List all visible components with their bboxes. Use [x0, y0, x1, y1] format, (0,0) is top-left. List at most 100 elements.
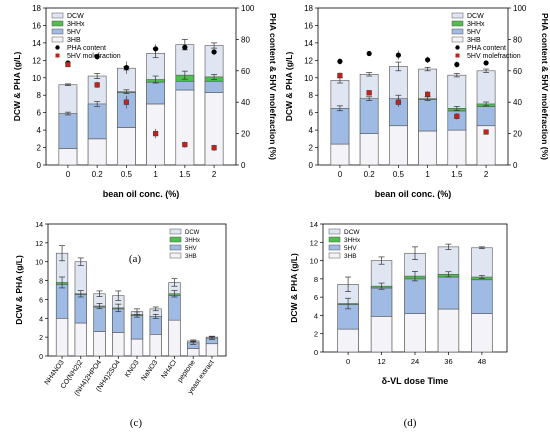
y-tick-label: 4	[39, 316, 43, 323]
legend-swatch	[169, 236, 182, 243]
y2-tick-label: 100	[241, 4, 255, 13]
y2-tick-label: 80	[241, 35, 250, 44]
y-tick-label: 8	[39, 279, 43, 286]
legend-item: 5HV	[169, 244, 197, 252]
legend-item: 3HB	[328, 252, 357, 260]
point-5hv-molefraction	[483, 129, 489, 135]
bar-3hb	[187, 348, 200, 357]
point-5hv-molefraction	[425, 91, 431, 97]
legend-item: DCW	[51, 12, 84, 20]
x-tick-label: 24	[411, 357, 419, 366]
y-tick-label: 18	[304, 4, 313, 13]
bar-3hb	[93, 331, 106, 357]
x-tick-label: NH4Cl	[161, 359, 179, 380]
x-tick-label: 2	[484, 170, 489, 179]
point-5hv-molefraction	[94, 82, 100, 88]
legend-swatch	[169, 228, 182, 235]
x-tick-label: 0.2	[364, 170, 376, 179]
y-tick-label: 4	[314, 311, 318, 320]
y-tick-label: 14	[310, 220, 318, 229]
x-tick-label: 0	[66, 170, 71, 179]
legend-label: 3HB	[467, 37, 481, 44]
legend-label: DCW	[185, 230, 200, 236]
y-tick-label: 14	[32, 39, 41, 48]
bar-5hv	[112, 308, 125, 333]
point-5hv-molefraction	[337, 72, 343, 79]
bar-5hv	[204, 80, 224, 93]
point-pha-content	[454, 61, 460, 68]
x-tick-label: 1.5	[179, 170, 191, 179]
bar-3hb	[418, 130, 437, 166]
legend-label: 3HB	[67, 37, 81, 44]
bar-5hv	[359, 98, 379, 134]
legend-item: 3HB	[51, 36, 81, 44]
legend-item: 3HHx	[328, 236, 361, 244]
y-tick-label: 0	[39, 354, 43, 361]
x-axis-label: δ-VL dose Time	[382, 376, 449, 386]
y-tick-label: 4	[37, 126, 42, 135]
x-tick-label: 2	[212, 170, 217, 179]
bar-3hb	[204, 92, 224, 166]
legend-swatch	[328, 252, 341, 259]
x-tick-label: 1	[425, 170, 430, 179]
y-tick-label: 8	[309, 91, 314, 100]
legend-label: 5HV	[467, 29, 481, 36]
y-tick-label: 6	[39, 297, 43, 304]
y-tick-label: 14	[35, 222, 43, 229]
y2-tick-label: 100	[513, 4, 527, 13]
legend-marker-pha	[55, 45, 60, 50]
legend-item: 3HB	[451, 36, 481, 44]
x-axis-label: bean oil conc. (%)	[375, 189, 452, 199]
point-5hv-molefraction	[182, 141, 188, 148]
bar-3hb	[404, 313, 426, 353]
bar-3hb	[55, 317, 69, 357]
legend-swatch	[328, 228, 341, 235]
y-axis-label: DCW & PHA (g/L)	[14, 255, 24, 325]
legend-label: 3HHx	[467, 21, 485, 28]
x-tick-label: 48	[478, 357, 486, 366]
legend-label: DCW	[344, 229, 360, 236]
legend-item: 3HB	[169, 252, 197, 260]
y-axis-label: DCW & PHA (g/L)	[12, 52, 22, 122]
y2-tick-label: 20	[513, 130, 522, 139]
legend-item: DCW	[169, 228, 200, 236]
legend-item: 3HHx	[169, 236, 200, 244]
legend-item: 5HV	[51, 28, 81, 36]
y2-tick-label: 40	[241, 98, 250, 107]
bar-5hv	[437, 276, 460, 310]
legend-label: PHA content	[67, 45, 106, 52]
x-tick-label: 1.5	[451, 170, 463, 179]
x-tick-label: 0	[346, 357, 350, 366]
point-pha-content	[211, 49, 217, 55]
plot-frame	[45, 7, 237, 166]
bar-5hv	[418, 99, 437, 132]
y2-tick-label: 40	[513, 98, 522, 107]
legend-swatch	[328, 236, 341, 243]
bar-3hb	[112, 332, 125, 357]
bar-5hv	[93, 306, 106, 332]
legend-item: PHA content	[55, 45, 106, 52]
legend-label: PHA content	[467, 45, 506, 52]
legend-swatch	[451, 12, 464, 19]
legend-marker-pha	[455, 45, 460, 50]
legend-swatch	[169, 244, 182, 251]
x-tick-label: 36	[444, 357, 452, 366]
bar-3hb	[74, 322, 87, 357]
legend-label: DCW	[67, 13, 84, 20]
legend-label: 5HV molefraction	[467, 53, 521, 60]
y2-axis-label: PHA content & 5HV molefraction (%)	[268, 13, 278, 160]
legend-item: 5HV	[451, 28, 481, 36]
legend-label: 3HHx	[67, 21, 85, 28]
point-pha-content	[366, 50, 372, 57]
bar-5hv	[175, 80, 195, 91]
legend-item: DCW	[328, 228, 360, 236]
y2-tick-label: 0	[241, 161, 246, 170]
y-tick-label: 14	[304, 39, 313, 48]
y-tick-label: 4	[309, 126, 314, 135]
x-tick-label: KNO3	[124, 359, 141, 379]
y-axis-label: DCW & PHA (g/L)	[284, 52, 294, 122]
